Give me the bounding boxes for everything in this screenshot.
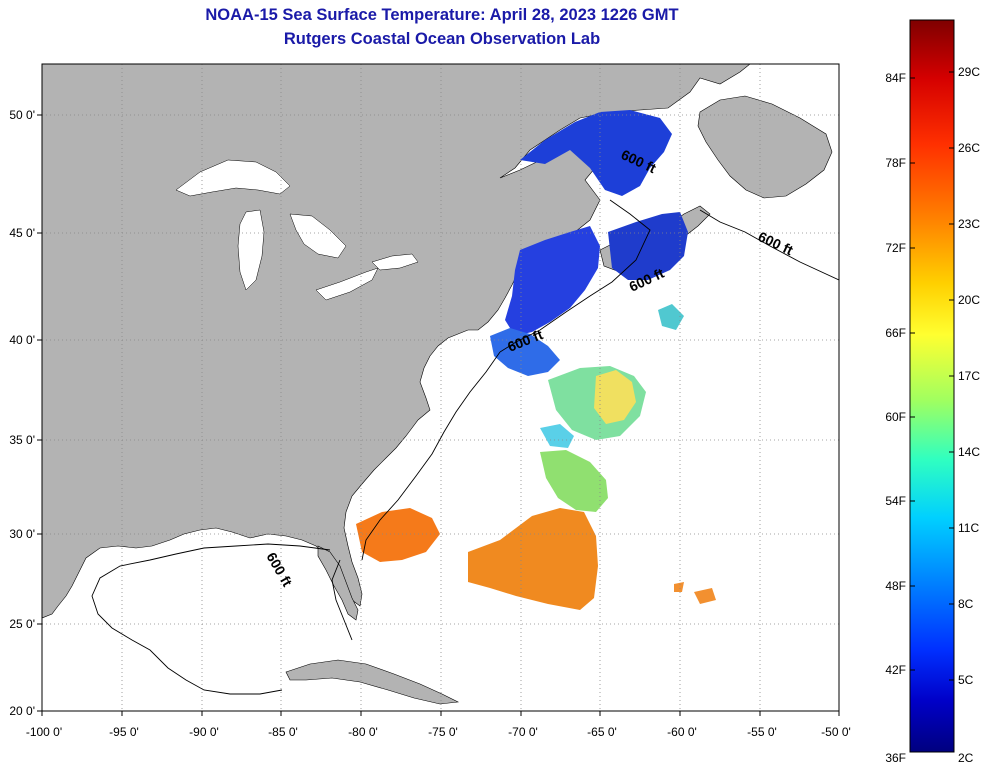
- lake-ontario: [371, 253, 419, 271]
- map-grid: [42, 64, 839, 711]
- lat-label: 35 0': [9, 433, 35, 447]
- lon-label: -65 0': [587, 725, 617, 739]
- colorbar-c-label: 2C: [958, 751, 974, 765]
- colorbar-f-label: 42F: [885, 663, 906, 677]
- cuba-land: [285, 659, 460, 705]
- lake-huron: [289, 213, 347, 259]
- colorbar-c-label: 26C: [958, 141, 980, 155]
- lake-superior: [175, 159, 291, 197]
- lon-label: -55 0': [747, 725, 777, 739]
- lon-label: -80 0': [348, 725, 378, 739]
- colorbar-c-label: 20C: [958, 293, 980, 307]
- sst-data-north: [490, 110, 688, 376]
- lat-label: 45 0': [9, 226, 35, 240]
- colorbar-c-label: 14C: [958, 445, 980, 459]
- sst-data-south: [356, 508, 716, 610]
- colorbar-c-label: 29C: [958, 65, 980, 79]
- colorbar-f-label: 66F: [885, 326, 906, 340]
- colorbar-ticks: [910, 71, 954, 681]
- colorbar-c-label: 23C: [958, 217, 980, 231]
- lon-label: -100 0': [26, 725, 62, 739]
- lon-label: -85 0': [268, 725, 298, 739]
- colorbar-c-label: 5C: [958, 673, 974, 687]
- florida-land: [317, 545, 359, 621]
- colorbar-f-label: 84F: [885, 71, 906, 85]
- lat-label: 40 0': [9, 333, 35, 347]
- lon-label: -70 0': [508, 725, 538, 739]
- isobath-600ft-line: [91, 199, 839, 695]
- map-title: NOAA-15 Sea Surface Temperature: April 2…: [205, 6, 679, 24]
- colorbar-c-label: 11C: [958, 521, 979, 535]
- sst-data-mid: [540, 304, 684, 512]
- lon-label: -60 0': [667, 725, 697, 739]
- colorbar-f-label: 36F: [885, 751, 906, 765]
- map-ticks: [37, 114, 840, 716]
- colorbar-f-label: 72F: [885, 241, 906, 255]
- colorbar-f-label: 78F: [885, 156, 906, 170]
- lon-label: -95 0': [109, 725, 139, 739]
- newfoundland-land: [697, 95, 833, 199]
- map-subtitle: Rutgers Coastal Ocean Observation Lab: [283, 30, 601, 48]
- lat-label: 30 0': [9, 527, 35, 541]
- lake-erie: [315, 267, 379, 301]
- colorbar-f-label: 54F: [885, 494, 906, 508]
- north-america-land: [42, 64, 751, 619]
- colorbar-f-label: 48F: [885, 579, 906, 593]
- colorbar-c-label: 8C: [958, 597, 974, 611]
- lake-michigan: [237, 209, 265, 291]
- lat-label: 20 0': [9, 704, 35, 718]
- lat-label: 25 0': [9, 617, 35, 631]
- lon-label: -75 0': [428, 725, 458, 739]
- lon-label: -90 0': [189, 725, 219, 739]
- lon-label: -50 0': [821, 725, 851, 739]
- colorbar-f-label: 60F: [885, 410, 906, 424]
- colorbar-c-label: 17C: [958, 369, 980, 383]
- lat-label: 50 0': [9, 108, 35, 122]
- temperature-colorbar: [909, 19, 955, 753]
